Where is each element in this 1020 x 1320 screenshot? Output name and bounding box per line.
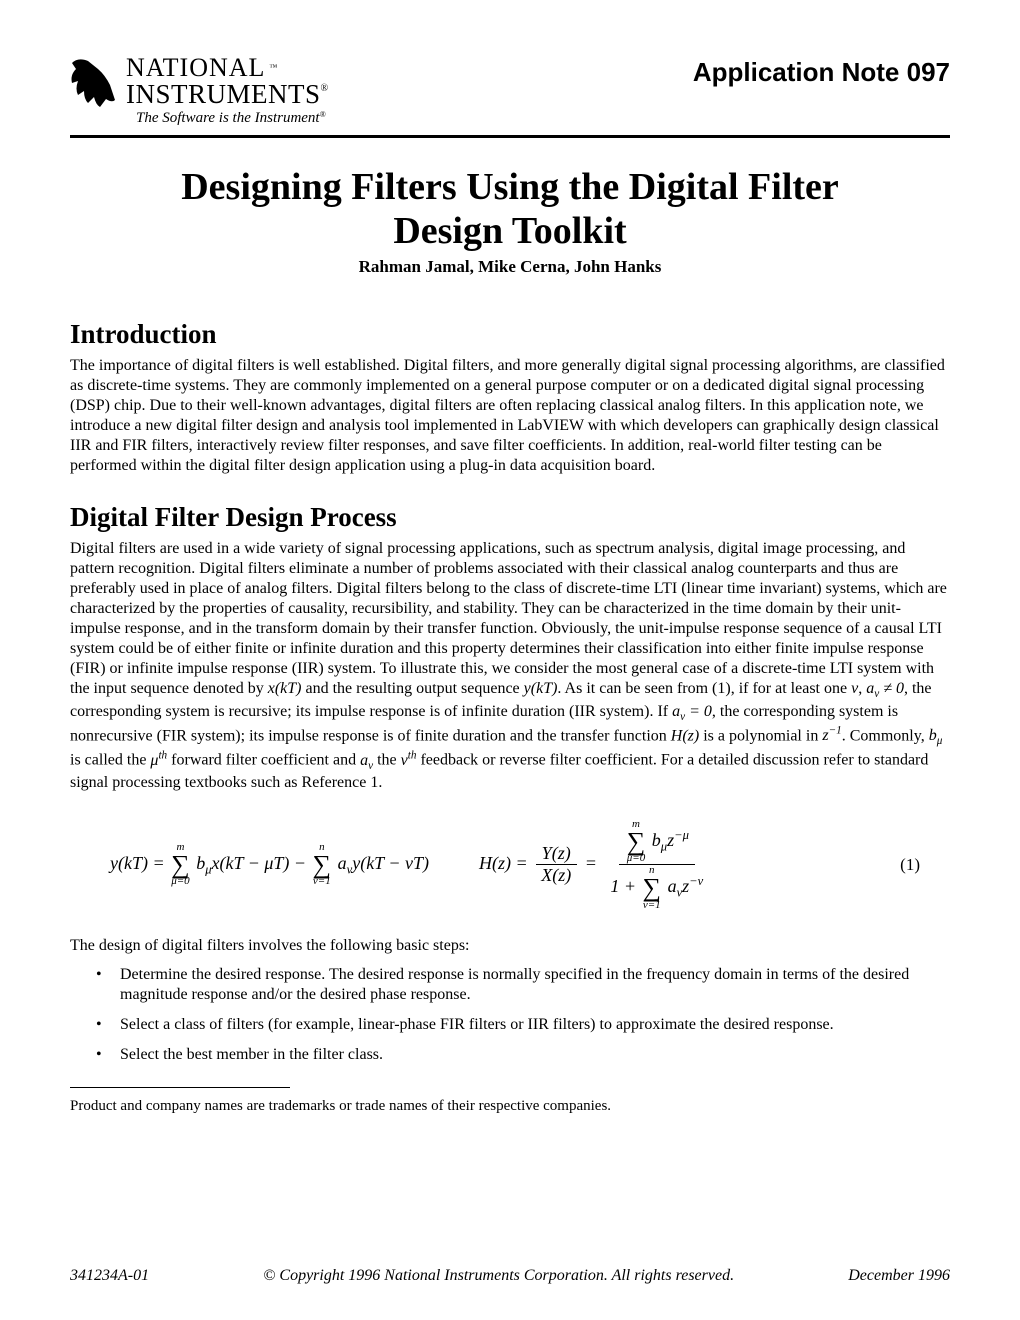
title-line1: Designing Filters Using the Digital Filt… [181,166,839,208]
tagline: The Software is the Instrument® [136,110,328,127]
var-ykT: y(kT) [524,680,558,697]
equation-1: y(kT) = m∑μ=0 bμx(kT − μT) − n∑v=1 avy(k… [110,819,950,911]
process-body-p7: . Commonly, [842,727,929,744]
section-heading-introduction: Introduction [70,319,950,350]
var-vth: vth [401,752,417,769]
var-xkT: x(kT) [268,680,302,697]
design-steps-list: Determine the desired response. The desi… [70,965,950,1065]
var-av-eq: av = 0 [672,703,712,720]
header-row: NATIONAL ™ INSTRUMENTS® The Software is … [70,55,950,127]
application-note-number: Application Note 097 [693,57,950,88]
document-number: 341234A-01 [70,1267,149,1285]
var-Hz: H(z) [671,727,699,744]
footnote-text: Product and company names are trademarks… [70,1098,950,1115]
process-body-p3: . As it can be seen from (1), if for at … [557,680,851,697]
process-body-p2: and the resulting output sequence [301,680,523,697]
logo-line1: NATIONAL [126,53,265,82]
process-body-p8: is called the [70,752,150,769]
tagline-registered: ® [320,110,326,119]
list-item: Select a class of filters (for example, … [96,1015,950,1035]
section-heading-process: Digital Filter Design Process [70,502,950,533]
footer: 341234A-01 © Copyright 1996 National Ins… [70,1267,950,1285]
process-body-p10: the [373,752,401,769]
process-body: Digital filters are used in a wide varie… [70,539,950,792]
registered-symbol: ® [321,83,329,94]
process-body-p9: forward filter coefficient and [167,752,360,769]
eq-right: H(z) = Y(z) X(z) = m∑μ=0 bμz−μ 1 + n∑v=1… [479,819,712,911]
steps-intro: The design of digital filters involves t… [70,937,950,955]
process-body-p1: Digital filters are used in a wide varie… [70,540,947,697]
publication-date: December 1996 [848,1267,950,1285]
logo-line2-row: INSTRUMENTS® [126,81,328,108]
authors: Rahman Jamal, Mike Cerna, John Hanks [70,257,950,277]
var-bmu: bμ [929,727,943,744]
eq-left: y(kT) = m∑μ=0 bμx(kT − μT) − n∑v=1 avy(k… [110,842,429,887]
logo-block: NATIONAL ™ INSTRUMENTS® The Software is … [70,55,328,127]
header-rule [70,135,950,138]
logo-text-block: NATIONAL ™ INSTRUMENTS® The Software is … [126,55,328,127]
tagline-text: The Software is the Instrument [136,110,320,126]
var-av-neq: av ≠ 0 [866,680,904,697]
list-item: Determine the desired response. The desi… [96,965,950,1005]
title-line2: Design Toolkit [393,210,626,252]
var-muth: μth [150,752,167,769]
equation-content: y(kT) = m∑μ=0 bμx(kT − μT) − n∑v=1 avy(k… [110,819,900,911]
equation-number: (1) [900,855,920,875]
footnote-rule [70,1087,290,1088]
copyright-notice: © Copyright 1996 National Instruments Co… [263,1267,734,1285]
eagle-logo-icon [70,55,120,115]
logo-line1-row: NATIONAL ™ [126,55,328,81]
trademark-symbol: ™ [269,63,277,72]
document-title: Designing Filters Using the Digital Filt… [70,166,950,253]
introduction-body: The importance of digital filters is wel… [70,356,950,476]
process-body-p6: is a polynomial in [699,727,822,744]
var-z1: z−1 [822,727,841,744]
var-av2: av [360,752,373,769]
logo-line2: INSTRUMENTS [126,79,321,109]
list-item: Select the best member in the filter cla… [96,1045,950,1065]
